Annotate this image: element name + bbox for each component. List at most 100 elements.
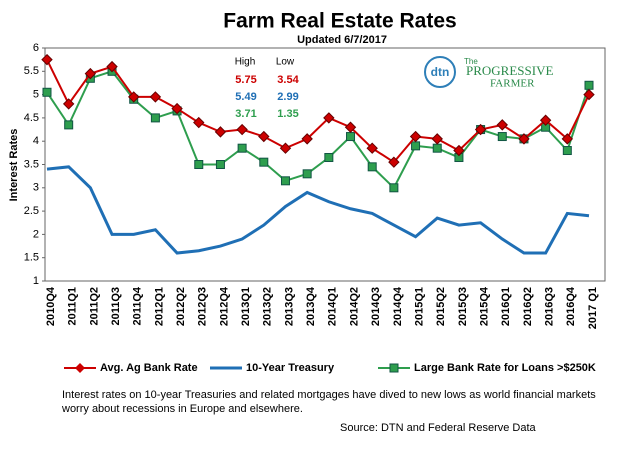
x-tick-label: 2012Q4 [218, 286, 230, 326]
y-tick-label: 4.5 [24, 112, 39, 124]
series-line [46, 165, 590, 255]
data-point [409, 130, 422, 143]
data-point [496, 119, 508, 131]
data-point [106, 60, 118, 73]
x-tick-label: 2012Q1 [153, 287, 165, 326]
x-tick-label: 2013Q4 [305, 286, 317, 326]
data-point [258, 130, 270, 143]
y-axis-label: Interest Rates [8, 129, 20, 202]
x-tick-label: 2013Q2 [262, 287, 274, 326]
data-point [411, 141, 421, 151]
data-point [215, 160, 225, 169]
data-point [237, 143, 247, 153]
data-point [149, 91, 162, 103]
data-point [62, 98, 75, 110]
data-point [214, 126, 227, 138]
data-point [41, 53, 53, 66]
source: Source: DTN and Federal Reserve Data [340, 422, 536, 434]
data-point [389, 183, 399, 193]
data-point [562, 146, 572, 156]
chart-subtitle: Updated 6/7/2017 [297, 34, 387, 46]
x-tick-label: 2013Q3 [283, 287, 295, 326]
x-tick-label: 2014Q1 [327, 287, 339, 326]
table-cell: 5.49 [235, 91, 256, 103]
legend-marker [389, 363, 399, 373]
data-point [150, 113, 160, 123]
y-tick-label: 5.5 [24, 65, 39, 77]
x-tick-label: 2017 Q1 [587, 287, 599, 329]
data-point [64, 120, 74, 130]
x-tick-label: 2015Q1 [413, 287, 425, 326]
data-point [388, 156, 400, 168]
logo-text: The [464, 57, 478, 66]
data-point [171, 102, 183, 115]
x-tick-label: 2016Q1 [500, 287, 512, 326]
x-tick-label: 2015Q4 [479, 286, 491, 326]
data-point [539, 114, 552, 126]
table-cell: 5.75 [235, 74, 256, 86]
legend-label: Large Bank Rate for Loans >$250K [414, 362, 596, 374]
data-point [302, 169, 312, 179]
data-point [367, 162, 377, 172]
table-cell: 3.71 [235, 108, 256, 120]
data-point [431, 133, 443, 145]
data-point [259, 157, 269, 167]
x-tick-label: 2011Q1 [67, 287, 79, 326]
data-point [42, 87, 52, 97]
table-header: High [235, 57, 256, 68]
logo-mark: dtn [431, 65, 450, 79]
logo-text: PROGRESSIVE [466, 63, 553, 78]
x-tick-label: 2014Q4 [392, 286, 404, 326]
logo-text: FARMER [490, 78, 535, 90]
x-tick-label: 2016Q2 [522, 287, 534, 326]
x-tick-label: 2015Q3 [457, 287, 469, 326]
data-point [346, 132, 356, 142]
table-cell: 1.35 [277, 108, 298, 120]
data-point [193, 116, 205, 129]
data-point [279, 142, 292, 154]
legend-label: Avg. Ag Bank Rate [100, 362, 198, 374]
x-tick-label: 2013Q1 [240, 287, 252, 326]
logo: dtn The PROGRESSIVE FARMER [424, 56, 553, 90]
data-point [432, 143, 442, 153]
data-point [280, 176, 290, 186]
logo-ring [424, 56, 456, 88]
data-point [497, 132, 507, 142]
x-tick-label: 2011Q3 [110, 287, 122, 326]
table-header: Low [276, 57, 295, 68]
x-tick-label: 2011Q4 [132, 286, 144, 325]
y-tick-label: 3 [33, 182, 39, 194]
chart-title: Farm Real Estate Rates [223, 10, 456, 33]
data-point [518, 133, 530, 145]
y-tick-label: 2.5 [24, 205, 39, 217]
x-tick-label: 2014Q2 [348, 287, 360, 326]
x-tick-label: 2014Q3 [370, 287, 382, 326]
x-tick-label: 2016Q3 [544, 287, 556, 326]
data-point [474, 123, 487, 136]
data-point [583, 88, 595, 101]
data-point [561, 133, 574, 145]
data-point [128, 91, 140, 103]
x-tick-label: 2010Q4 [45, 286, 57, 326]
data-point [194, 160, 204, 169]
data-point [301, 133, 313, 145]
x-tick-label: 2012Q3 [197, 287, 209, 326]
legend-marker [75, 363, 85, 373]
data-point [323, 112, 335, 124]
chart: Farm Real Estate Rates Updated 6/7/2017 … [8, 10, 606, 374]
data-point [324, 153, 334, 163]
x-tick-label: 2016Q4 [565, 286, 577, 326]
y-tick-label: 1.5 [24, 252, 39, 264]
data-point [344, 121, 357, 133]
data-point [366, 142, 378, 154]
x-tick-label: 2015Q2 [435, 287, 447, 326]
y-tick-label: 4 [33, 135, 39, 147]
data-point [236, 123, 248, 136]
x-tick-label: 2012Q2 [175, 287, 187, 326]
data-point [584, 80, 594, 90]
y-tick-label: 6 [33, 42, 39, 54]
y-tick-label: 3.5 [24, 158, 39, 170]
note: Interest rates on 10-year Treasuries and… [62, 389, 596, 415]
y-tick-label: 1 [33, 275, 39, 287]
